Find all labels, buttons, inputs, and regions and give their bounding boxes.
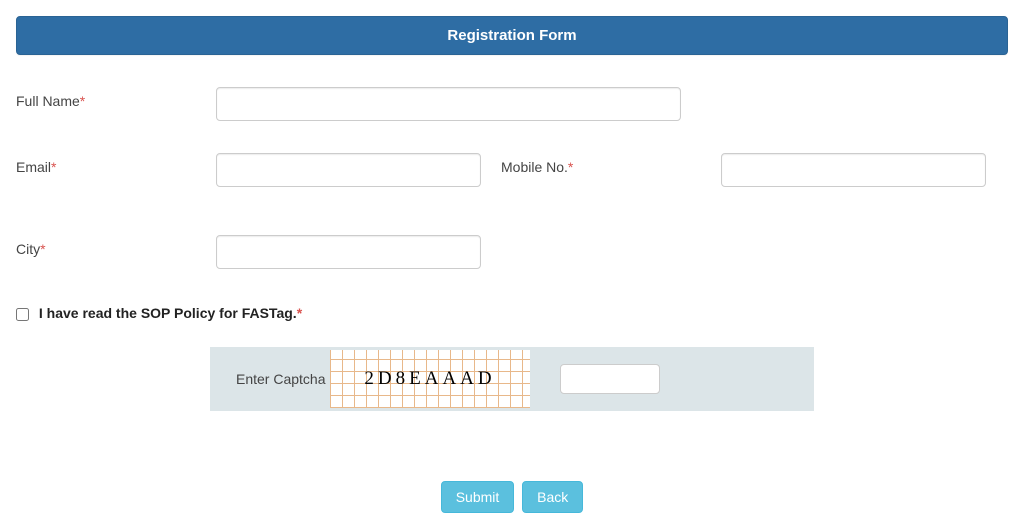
submit-button[interactable]: Submit bbox=[441, 481, 515, 513]
full-name-required: * bbox=[80, 93, 85, 109]
form-header: Registration Form bbox=[16, 16, 1008, 55]
email-input-wrap bbox=[216, 153, 481, 187]
mobile-label-text: Mobile No. bbox=[501, 159, 568, 175]
mobile-label: Mobile No.* bbox=[481, 153, 681, 175]
consent-required: * bbox=[297, 305, 302, 321]
email-label: Email* bbox=[16, 153, 216, 175]
form-area: Full Name* Email* Mobile No.* City* bbox=[0, 87, 1024, 269]
city-input-wrap bbox=[216, 235, 481, 269]
registration-container: Registration Form Full Name* Email* Mobi… bbox=[0, 16, 1024, 517]
full-name-input-wrap bbox=[216, 87, 681, 121]
mobile-input[interactable] bbox=[721, 153, 986, 187]
captcha-label: Enter Captcha bbox=[236, 370, 326, 388]
consent-row: I have read the SOP Policy for FASTag.* bbox=[0, 305, 1024, 321]
consent-checkbox[interactable] bbox=[16, 308, 29, 321]
consent-text: I have read the SOP Policy for FASTag. bbox=[39, 305, 297, 321]
captcha-image: 2D8EAAAD bbox=[330, 350, 530, 408]
mobile-required: * bbox=[568, 159, 573, 175]
full-name-label: Full Name* bbox=[16, 87, 216, 109]
city-label: City* bbox=[16, 235, 216, 257]
button-row: Submit Back bbox=[0, 481, 1024, 517]
email-required: * bbox=[51, 159, 56, 175]
email-input[interactable] bbox=[216, 153, 481, 187]
back-button[interactable]: Back bbox=[522, 481, 583, 513]
row-full-name: Full Name* bbox=[16, 87, 1008, 121]
mobile-input-wrap bbox=[721, 153, 986, 187]
full-name-label-text: Full Name bbox=[16, 93, 80, 109]
captcha-input-wrap bbox=[560, 364, 660, 394]
row-city: City* bbox=[16, 235, 1008, 269]
city-required: * bbox=[40, 241, 45, 257]
email-label-text: Email bbox=[16, 159, 51, 175]
city-label-text: City bbox=[16, 241, 40, 257]
row-email-mobile: Email* Mobile No.* bbox=[16, 153, 1008, 187]
captcha-input[interactable] bbox=[560, 364, 660, 394]
full-name-input[interactable] bbox=[216, 87, 681, 121]
city-input[interactable] bbox=[216, 235, 481, 269]
captcha-panel: Enter Captcha 2D8EAAAD bbox=[210, 347, 814, 411]
